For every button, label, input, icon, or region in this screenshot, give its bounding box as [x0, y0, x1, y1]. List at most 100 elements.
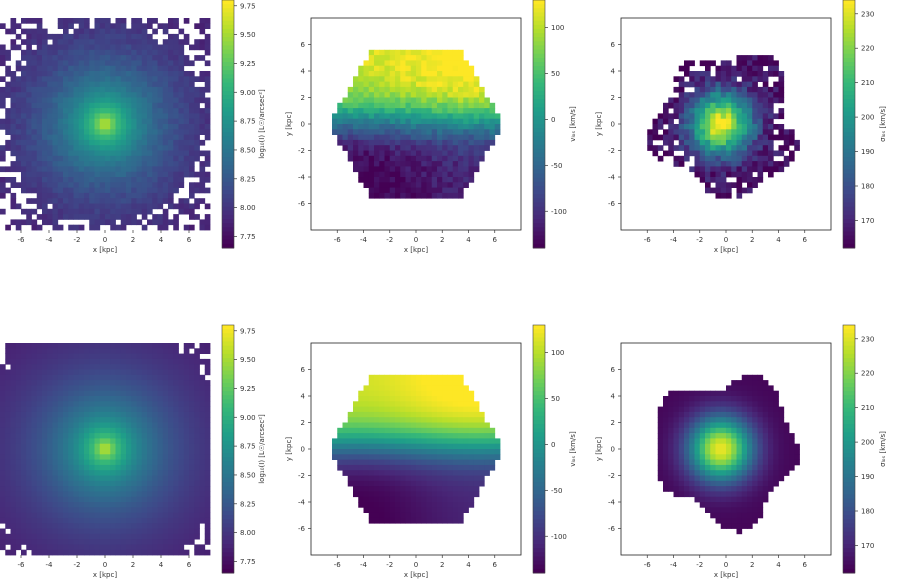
heatmap-cell: [762, 92, 769, 98]
y-tick-label: -6: [608, 200, 616, 208]
heatmap-cell: [410, 86, 417, 93]
heatmap-cell: [42, 118, 48, 125]
heatmap-cell: [131, 433, 137, 439]
heatmap-cell: [68, 374, 74, 381]
heatmap-cell: [353, 427, 359, 434]
heatmap-cell: [152, 502, 158, 508]
heatmap-cell: [442, 177, 448, 183]
heatmap-cell: [105, 433, 111, 439]
heatmap-cell: [126, 374, 132, 381]
heatmap-cell: [162, 438, 169, 445]
heatmap-cell: [410, 380, 417, 386]
heatmap-cell: [699, 166, 706, 173]
colorbar-segment: [222, 239, 234, 245]
heatmap-cell: [463, 161, 469, 167]
heatmap-cell: [84, 433, 90, 439]
heatmap-cell: [115, 380, 122, 386]
heatmap-cell: [358, 480, 364, 487]
heatmap-cell: [168, 438, 174, 445]
heatmap-cell: [162, 118, 169, 125]
heatmap-cell: [42, 533, 48, 540]
heatmap-cell: [136, 411, 143, 418]
heatmap-cell: [204, 449, 211, 455]
colorbar-segment: [222, 78, 234, 84]
heatmap-cell: [426, 86, 433, 93]
heatmap-cell: [120, 528, 127, 535]
heatmap-cell: [73, 396, 80, 402]
heatmap-cell: [84, 166, 90, 173]
heatmap-cell: [347, 433, 354, 439]
heatmap-cell: [199, 411, 206, 418]
heatmap-cell: [178, 28, 185, 35]
heatmap-cell: [199, 433, 206, 439]
heatmap-cell: [15, 464, 22, 471]
heatmap-cell: [63, 28, 69, 35]
heatmap-cell: [78, 203, 85, 210]
colorbar-segment: [222, 165, 234, 170]
heatmap-cell: [162, 380, 169, 386]
heatmap-cell: [10, 129, 17, 135]
heatmap-cell: [26, 512, 32, 519]
heatmap-cell: [52, 113, 59, 120]
x-tick-label: -2: [386, 236, 393, 244]
heatmap-cell: [789, 139, 795, 146]
colorbar-segment: [843, 128, 855, 133]
heatmap-cell: [126, 192, 132, 199]
heatmap-cell: [131, 161, 137, 167]
heatmap-cell: [347, 422, 354, 429]
heatmap-cell: [15, 390, 22, 397]
heatmap-cell: [120, 454, 127, 460]
heatmap-cell: [31, 470, 38, 476]
heatmap-cell: [416, 491, 422, 498]
heatmap-cell: [36, 539, 43, 545]
colorbar-segment: [533, 49, 545, 55]
heatmap-cell: [400, 502, 406, 508]
heatmap-cell: [42, 369, 48, 376]
heatmap-cell: [115, 145, 122, 151]
heatmap-cell: [57, 39, 64, 45]
heatmap-cell: [337, 438, 343, 445]
heatmap-cell: [73, 97, 80, 104]
heatmap-cell: [694, 86, 701, 93]
heatmap-cell: [689, 113, 695, 120]
heatmap-cell: [368, 390, 375, 397]
heatmap-cell: [410, 449, 417, 455]
heatmap-cell: [52, 486, 59, 492]
heatmap-cell: [110, 108, 116, 114]
heatmap-cell: [0, 454, 6, 460]
heatmap-cell: [147, 438, 153, 445]
heatmap-cell: [426, 171, 433, 178]
heatmap-cell: [204, 427, 211, 434]
heatmap-cell: [15, 118, 22, 125]
heatmap-cell: [63, 108, 69, 114]
heatmap-cell: [157, 422, 164, 429]
heatmap-cell: [5, 401, 11, 407]
heatmap-cell: [73, 353, 80, 360]
heatmap-cell: [358, 92, 364, 98]
heatmap-cell: [136, 343, 143, 349]
heatmap-cell: [168, 433, 174, 439]
heatmap-cell: [120, 496, 127, 503]
panel-surface_brightness-top: -6 -4 -2 0 2 4 6x [kpc]9.759.509.259.008.758.5…: [0, 0, 266, 254]
heatmap-cell: [157, 166, 164, 173]
heatmap-cell: [136, 171, 143, 178]
heatmap-cell: [426, 139, 433, 146]
heatmap-cell: [10, 71, 17, 77]
heatmap-cell: [99, 44, 106, 51]
heatmap-cell: [57, 33, 64, 40]
heatmap-cell: [199, 55, 206, 61]
heatmap-cell: [204, 23, 211, 29]
heatmap-cell: [21, 480, 27, 487]
heatmap-cell: [395, 192, 401, 199]
heatmap-cell: [73, 470, 80, 476]
heatmap-cell: [57, 358, 64, 365]
heatmap-cell: [400, 417, 406, 423]
heatmap-cell: [110, 523, 116, 529]
heatmap-cell: [131, 438, 137, 445]
heatmap-cell: [141, 155, 148, 162]
heatmap-cell: [715, 118, 722, 125]
x-axis-label: x [kpc]: [714, 246, 738, 254]
heatmap-cell: [131, 374, 137, 381]
heatmap-cell: [405, 81, 412, 88]
heatmap-cell: [42, 219, 48, 226]
